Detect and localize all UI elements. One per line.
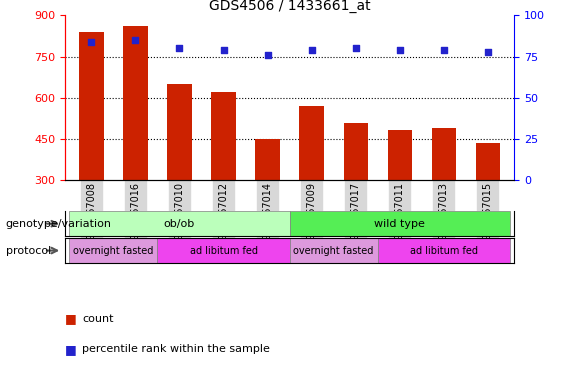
- Point: [483, 49, 492, 55]
- Bar: [289, 211, 510, 236]
- Text: genotype/variation: genotype/variation: [6, 218, 112, 229]
- Text: ■: ■: [65, 312, 77, 325]
- Bar: [211, 93, 236, 180]
- Point: [87, 39, 96, 45]
- Bar: [69, 238, 158, 263]
- Title: GDS4506 / 1433661_at: GDS4506 / 1433661_at: [208, 0, 371, 13]
- Text: count: count: [82, 314, 114, 324]
- Bar: [432, 128, 456, 180]
- Bar: [158, 238, 289, 263]
- Text: ad libitum fed: ad libitum fed: [410, 245, 477, 256]
- Bar: [476, 143, 500, 180]
- Point: [307, 47, 316, 53]
- Text: overnight fasted: overnight fasted: [73, 245, 154, 256]
- Bar: [167, 84, 192, 180]
- Text: ■: ■: [65, 343, 77, 356]
- Point: [439, 47, 448, 53]
- Point: [175, 45, 184, 51]
- Point: [131, 37, 140, 43]
- Text: protocol: protocol: [6, 245, 51, 256]
- Bar: [377, 238, 510, 263]
- Text: overnight fasted: overnight fasted: [293, 245, 374, 256]
- Point: [395, 47, 404, 53]
- Point: [351, 45, 360, 51]
- Bar: [79, 32, 103, 180]
- Text: ob/ob: ob/ob: [164, 218, 195, 229]
- Text: ad libitum fed: ad libitum fed: [189, 245, 258, 256]
- Bar: [69, 211, 289, 236]
- Text: wild type: wild type: [374, 218, 425, 229]
- Bar: [299, 106, 324, 180]
- Bar: [123, 26, 147, 180]
- Point: [219, 47, 228, 53]
- Text: percentile rank within the sample: percentile rank within the sample: [82, 344, 270, 354]
- Bar: [388, 129, 412, 180]
- Bar: [255, 139, 280, 180]
- Bar: [289, 238, 377, 263]
- Point: [263, 52, 272, 58]
- Bar: [344, 123, 368, 180]
